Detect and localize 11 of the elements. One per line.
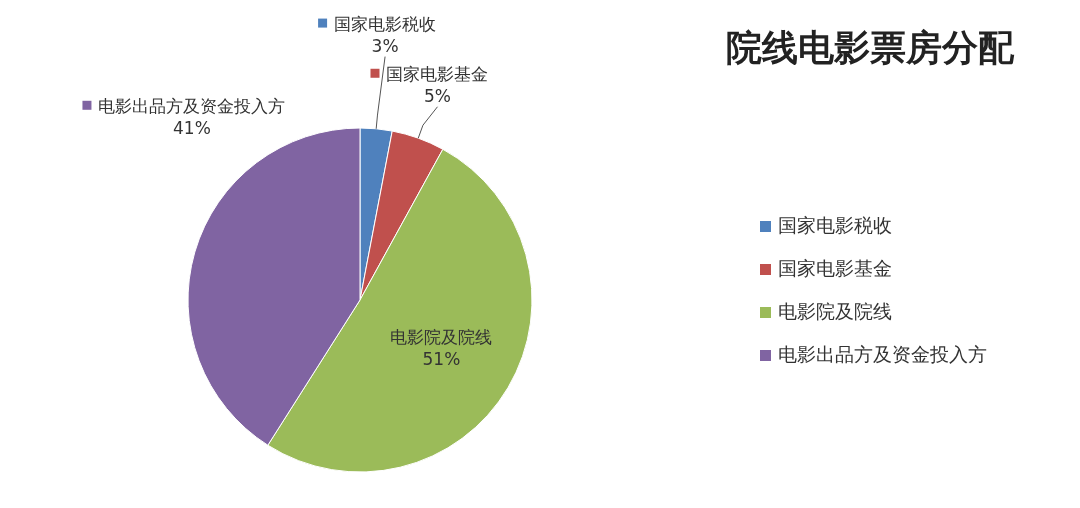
legend-label: 国家电影税收 <box>334 13 437 34</box>
category-label: 电影出品方及资金投入方 <box>778 343 987 365</box>
data-label: 3% <box>371 35 399 56</box>
chart-title: 院线电影票房分配 <box>726 27 1015 68</box>
category-label: 国家电影税收 <box>778 214 892 236</box>
legend-label: 国家电影基金 <box>386 63 489 84</box>
legend-label: 电影院及院线 <box>778 300 892 322</box>
data-label: 41% <box>173 117 211 138</box>
data-label: 5% <box>424 85 451 106</box>
category-label: 国家电影基金 <box>778 257 892 279</box>
legend-label: 电影出品方及资金投入方 <box>98 95 286 116</box>
